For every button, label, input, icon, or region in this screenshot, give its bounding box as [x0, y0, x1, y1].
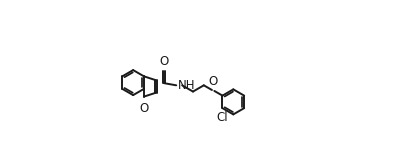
- Text: O: O: [208, 75, 218, 88]
- Text: O: O: [140, 102, 149, 115]
- Text: Cl: Cl: [216, 111, 228, 124]
- Text: O: O: [159, 55, 169, 68]
- Text: NH: NH: [178, 79, 195, 92]
